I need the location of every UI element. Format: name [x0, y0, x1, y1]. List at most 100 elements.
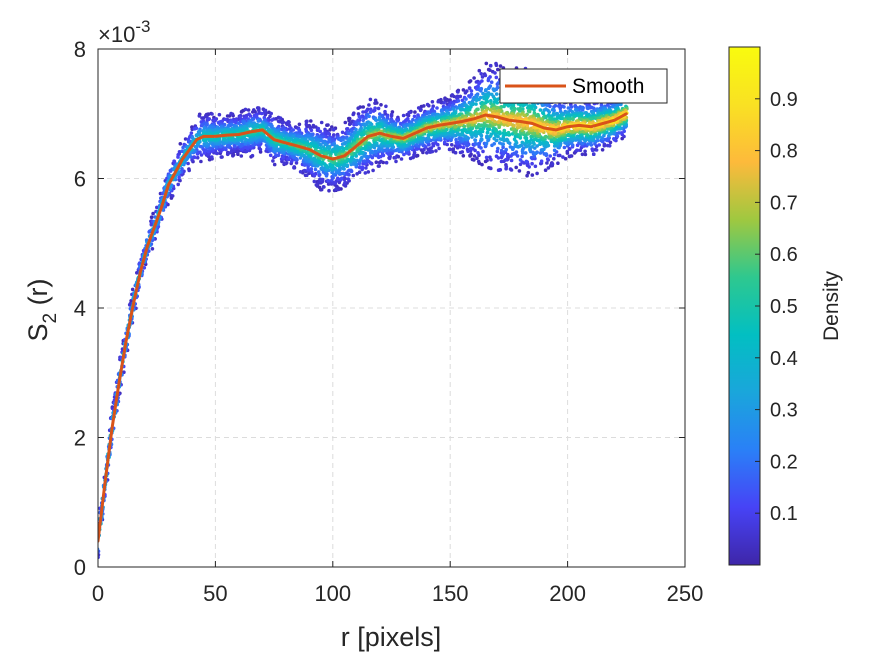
- scatter-point: [549, 134, 553, 139]
- scatter-point: [340, 130, 345, 135]
- scatter-point: [354, 127, 358, 132]
- scatter-point: [412, 153, 416, 157]
- scatter-point: [589, 134, 593, 138]
- scatter-point: [480, 75, 485, 79]
- scatter-point: [445, 142, 450, 147]
- scatter-point: [448, 107, 453, 112]
- scatter-point: [489, 157, 493, 162]
- scatter-point: [226, 143, 230, 148]
- scatter-point: [239, 154, 244, 158]
- scatter-point: [583, 111, 587, 115]
- scatter-point: [223, 146, 227, 150]
- scatter-point: [327, 136, 331, 141]
- scatter-point: [351, 112, 356, 117]
- scatter-point: [326, 131, 331, 136]
- scatter-point: [172, 159, 176, 163]
- scatter-point: [600, 148, 605, 152]
- scatter-point: [347, 119, 351, 123]
- scatter-point: [361, 110, 365, 114]
- scatter-point: [474, 98, 479, 103]
- scatter-point: [514, 150, 519, 154]
- scatter-point: [252, 108, 256, 112]
- scatter-point: [520, 140, 525, 145]
- scatter-point: [488, 120, 493, 124]
- scatter-point: [529, 137, 534, 142]
- scatter-point: [341, 138, 345, 142]
- scatter-point: [313, 144, 318, 149]
- scatter-point: [530, 173, 535, 177]
- scatter-point: [269, 111, 274, 116]
- scatter-point: [479, 137, 484, 141]
- scatter-point: [571, 117, 575, 121]
- scatter-point: [150, 247, 155, 251]
- scatter-point: [327, 188, 331, 193]
- scatter-point: [334, 187, 338, 191]
- scatter-point: [192, 155, 197, 160]
- scatter-point: [467, 107, 472, 112]
- scatter-point: [226, 151, 231, 156]
- scatter-point: [380, 153, 385, 157]
- scatter-point: [272, 162, 277, 167]
- scatter-point: [321, 185, 326, 189]
- scatter-point: [475, 142, 479, 146]
- scatter-point: [562, 145, 567, 150]
- scatter-point: [592, 152, 596, 156]
- scatter-point: [594, 148, 599, 152]
- scatter-point: [453, 124, 458, 129]
- scatter-point: [214, 144, 218, 149]
- scatter-point: [122, 370, 126, 375]
- scatter-point: [494, 63, 499, 67]
- scatter-point: [376, 164, 381, 168]
- scatter-point: [566, 106, 571, 110]
- scatter-point: [130, 287, 135, 292]
- scatter-point: [484, 155, 489, 160]
- scatter-point: [461, 145, 466, 150]
- scatter-point: [366, 170, 371, 174]
- scatter-point: [304, 119, 309, 124]
- scatter-point: [499, 148, 504, 153]
- scatter-point: [552, 148, 557, 153]
- scatter-point: [358, 115, 363, 120]
- scatter-point: [347, 172, 351, 177]
- scatter-point: [199, 153, 204, 157]
- scatter-point: [525, 173, 529, 178]
- scatter-point: [503, 131, 508, 136]
- scatter-point: [501, 134, 506, 139]
- scatter-point: [505, 138, 510, 143]
- scatter-point: [415, 142, 419, 147]
- scatter-point: [379, 103, 383, 107]
- scatter-point: [476, 159, 481, 164]
- scatter-point: [278, 116, 283, 120]
- scatter-point: [495, 149, 500, 154]
- scatter-point: [493, 119, 497, 124]
- scatter-point: [190, 136, 195, 140]
- scatter-point: [286, 120, 291, 124]
- scatter-point: [607, 144, 612, 148]
- scatter-point: [256, 119, 261, 123]
- scatter-point: [467, 86, 472, 90]
- scatter-point: [541, 111, 545, 115]
- scatter-point: [135, 271, 139, 275]
- scatter-point: [137, 261, 142, 265]
- scatter-point: [294, 161, 299, 165]
- scatter-point: [312, 156, 317, 161]
- scatter-point: [547, 110, 552, 114]
- scatter-point: [491, 106, 496, 111]
- scatter-point: [580, 141, 585, 146]
- scatter-point: [330, 125, 334, 129]
- scatter-point: [319, 187, 324, 192]
- scatter-point: [458, 150, 463, 155]
- scatter-point: [496, 67, 500, 72]
- scatter-point: [413, 110, 417, 114]
- scatter-point: [197, 114, 202, 118]
- scatter-point: [456, 90, 460, 94]
- scatter-point: [556, 131, 561, 136]
- scatter-point: [580, 106, 584, 111]
- scatter-point: [436, 99, 441, 104]
- scatter-point: [577, 114, 582, 118]
- scatter-point: [348, 136, 353, 140]
- scatter-point: [521, 146, 526, 150]
- scatter-point: [367, 141, 371, 145]
- scatter-point: [200, 122, 205, 127]
